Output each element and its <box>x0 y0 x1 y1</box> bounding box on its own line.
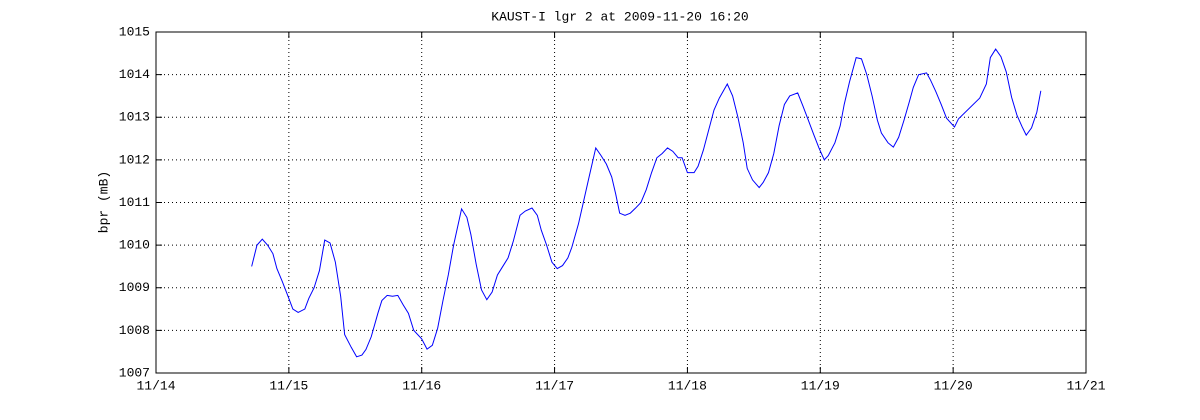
chart-title: KAUST-I lgr 2 at 2009-11-20 16:20 <box>491 9 748 24</box>
x-tick-label: 11/18 <box>668 378 707 393</box>
x-tick-label: 11/16 <box>402 378 441 393</box>
y-axis-label: bpr (mB) <box>96 171 111 233</box>
y-tick-label: 1011 <box>119 195 150 210</box>
data-line <box>251 48 1042 358</box>
x-tick-label: 11/17 <box>535 378 574 393</box>
x-tick-label: 11/19 <box>801 378 840 393</box>
x-tick-label: 11/20 <box>934 378 973 393</box>
x-tick-label: 11/15 <box>269 378 308 393</box>
y-tick-label: 1014 <box>119 67 150 82</box>
y-tick-label: 1010 <box>119 238 150 253</box>
plot-frame <box>155 31 1087 374</box>
y-tick-label: 1012 <box>119 152 150 167</box>
y-tick-label: 1007 <box>119 365 150 380</box>
y-tick-label: 1015 <box>119 24 150 39</box>
y-tick-label: 1008 <box>119 323 150 338</box>
y-tick-label: 1013 <box>119 110 150 125</box>
x-tick-label: 11/21 <box>1066 378 1105 393</box>
y-tick-label: 1009 <box>119 280 150 295</box>
x-tick-label: 11/14 <box>136 378 175 393</box>
